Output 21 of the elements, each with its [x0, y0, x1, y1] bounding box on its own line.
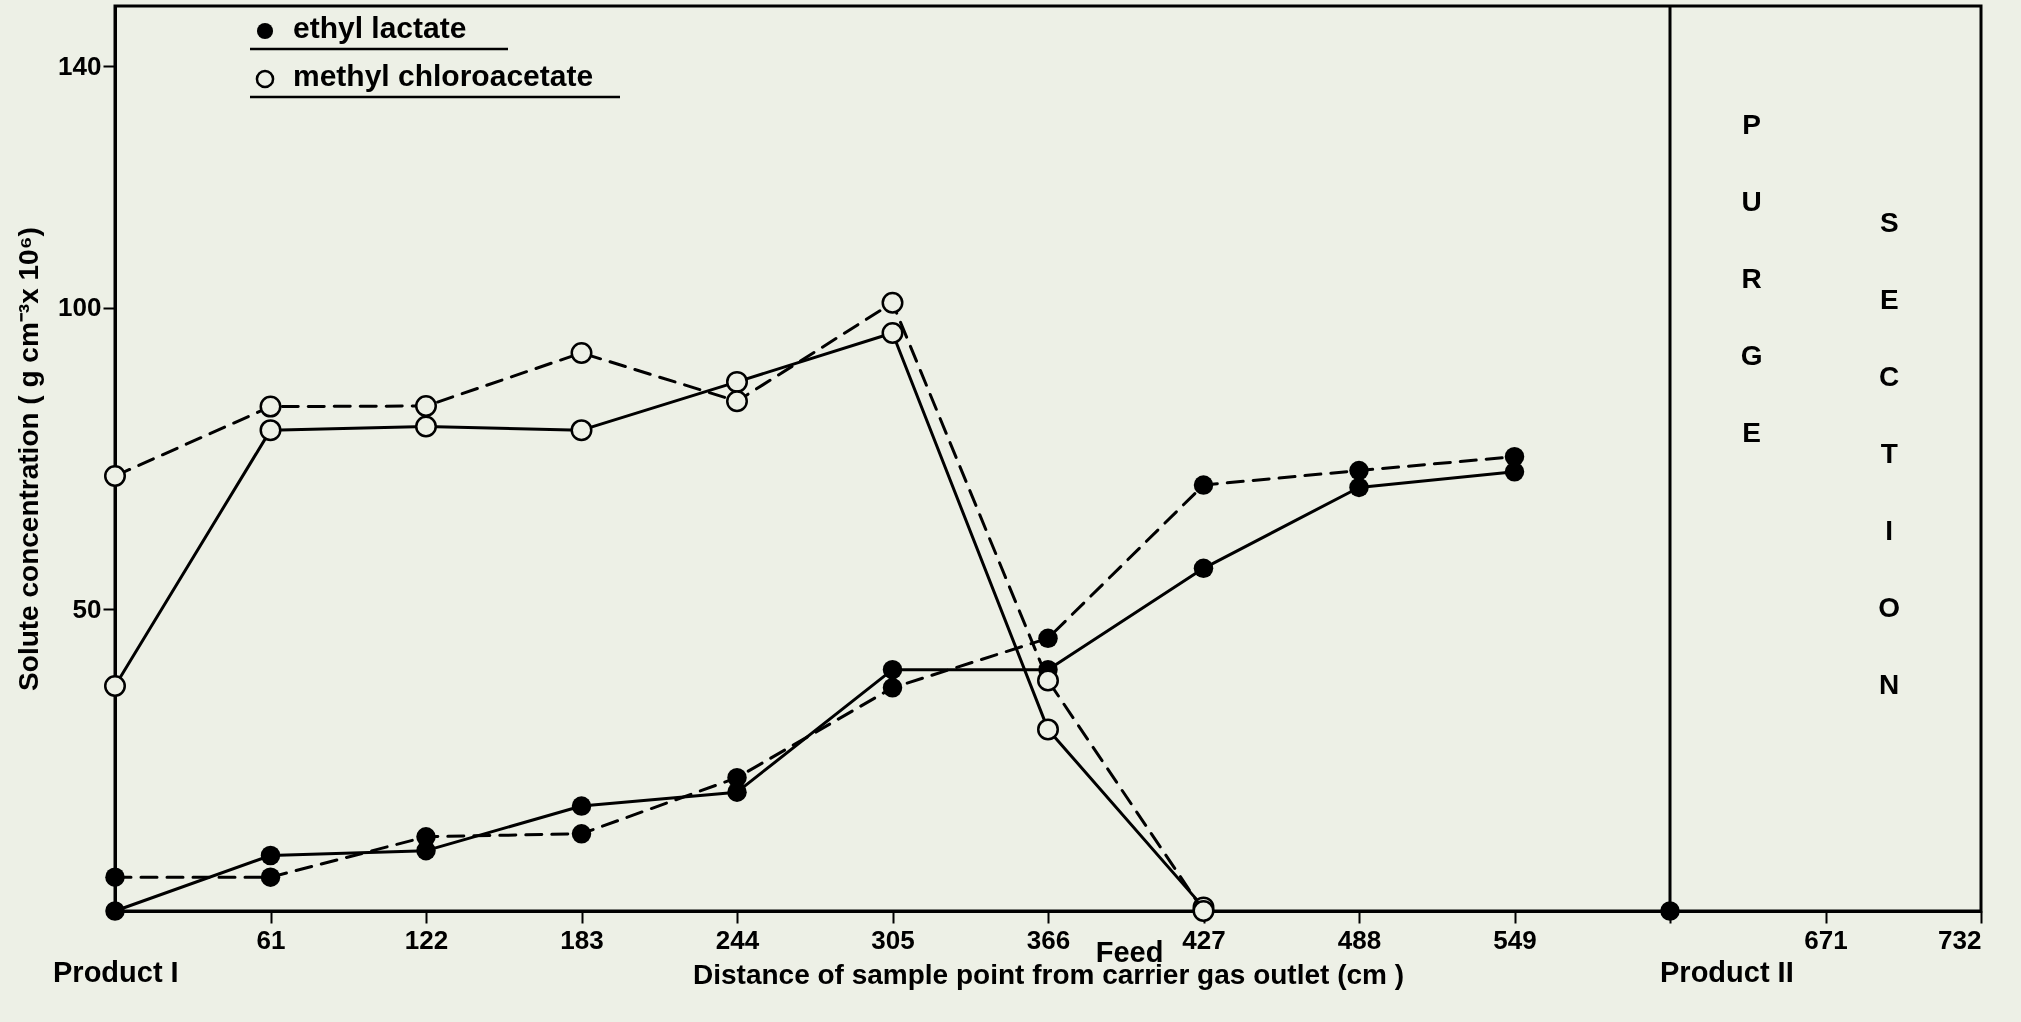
- text: PURGE: [1740, 109, 1763, 448]
- y-tick-label: 140: [58, 50, 102, 81]
- x-tick-label: 183: [560, 924, 604, 955]
- x-tick-label: 732: [1938, 924, 1982, 955]
- x-tick-label: 122: [404, 924, 449, 955]
- x-tick-label: 244: [715, 924, 760, 955]
- x-tick-label: 427: [1182, 924, 1226, 955]
- x-tick-label: 549: [1493, 924, 1537, 955]
- text: SECTION: [1878, 207, 1901, 700]
- x-tick-label: 366: [1026, 924, 1071, 955]
- text: Product II: [1660, 956, 1794, 988]
- y-axis-title: Solute concentration ( g cm⁻³x 10⁶): [13, 227, 45, 691]
- text: Product I: [53, 956, 179, 988]
- x-tick-label: 488: [1337, 924, 1382, 955]
- x-tick-label: 305: [871, 924, 915, 955]
- y-tick-label: 100: [58, 292, 102, 323]
- legend-label: ethyl lactate: [293, 11, 467, 44]
- y-tick-label: 50: [72, 593, 102, 624]
- x-tick-label: 61: [256, 924, 286, 955]
- legend-label: methyl chloroacetate: [293, 59, 594, 92]
- x-tick-label: 671: [1804, 924, 1848, 955]
